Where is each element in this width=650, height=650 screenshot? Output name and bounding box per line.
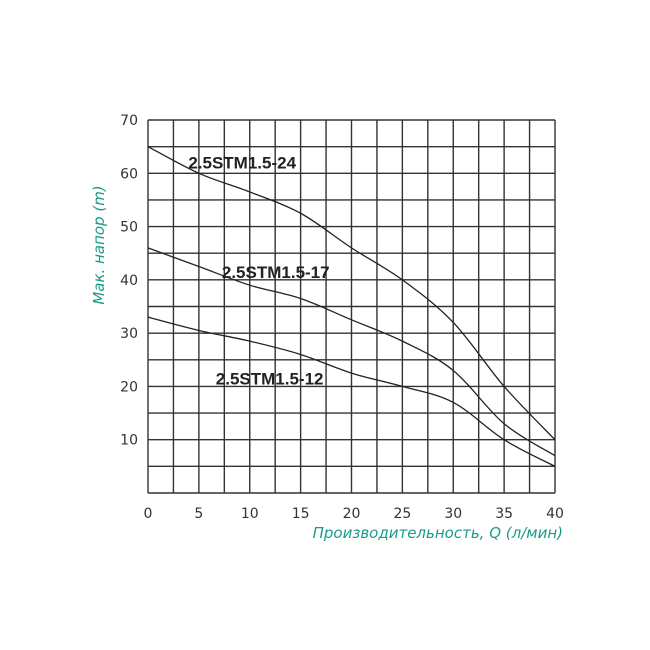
- x-tick-label: 20: [343, 506, 361, 522]
- curve-2.5STM1.5-12: [147, 316, 556, 467]
- series-labels: 2.5STM1.5-24 2.5STM1.5-17 2.5STM1.5-12: [188, 154, 329, 389]
- x-tick-label: 10: [241, 506, 259, 522]
- y-tick-label: 30: [120, 326, 138, 342]
- y-tick-label: 50: [120, 220, 138, 236]
- series-label: 2.5STM1.5-24: [188, 154, 296, 173]
- y-tick-label: 60: [120, 166, 138, 182]
- y-axis-ticks: 10 20 30 40 50 60 70: [120, 113, 138, 449]
- y-axis-label: Мак. напор (m): [90, 185, 108, 304]
- curve-2.5STM1.5-17: [147, 247, 556, 457]
- x-tick-label: 15: [292, 506, 310, 522]
- x-tick-label: 0: [144, 506, 153, 522]
- chart-grid: [147, 119, 556, 494]
- y-tick-label: 40: [120, 273, 138, 289]
- x-tick-label: 5: [194, 506, 203, 522]
- x-axis-label: Производительность, Q (л/мин): [313, 524, 563, 542]
- y-tick-label: 20: [120, 379, 138, 395]
- x-tick-label: 35: [495, 506, 513, 522]
- y-tick-label: 10: [120, 433, 138, 449]
- y-tick-label: 70: [120, 113, 138, 129]
- x-tick-label: 25: [393, 506, 411, 522]
- x-axis-ticks: 0 5 10 15 20 25 30 35 40: [144, 506, 564, 522]
- curve-2.5STM1.5-24: [147, 146, 556, 441]
- x-tick-label: 40: [546, 506, 564, 522]
- series-label: 2.5STM1.5-12: [216, 369, 324, 388]
- x-tick-label: 30: [444, 506, 462, 522]
- series-label: 2.5STM1.5-17: [222, 263, 330, 282]
- chart-curves: [147, 146, 556, 467]
